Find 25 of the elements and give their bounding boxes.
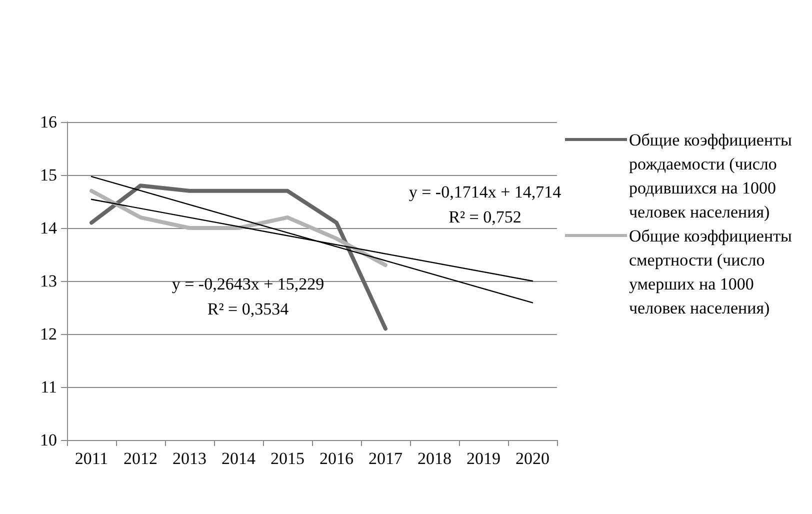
x-tick-label: 2012	[124, 449, 158, 468]
line-series	[90, 184, 388, 331]
x-tick-label: 2013	[172, 449, 206, 468]
x-tick-label: 2018	[418, 449, 452, 468]
annotation: R² = 0,3534	[207, 300, 290, 318]
x-tick-label: 2011	[74, 449, 108, 468]
x-tick-label: 2020	[516, 449, 550, 468]
x-tick-label: 2017	[368, 449, 403, 468]
y-tick-label: 13	[40, 272, 57, 290]
annotation: R² = 0,752	[448, 208, 522, 226]
y-tick-label: 10	[40, 430, 57, 450]
y-tick-label: 15	[40, 166, 57, 184]
annotation: y = -0,1714x + 14,714	[408, 182, 562, 202]
y-tick-label: 14	[40, 218, 58, 238]
y-tick-label: 11	[40, 378, 57, 396]
x-tick-label: 2016	[320, 449, 354, 468]
y-tick-label: 16	[40, 112, 57, 132]
x-tick-label: 2019	[466, 449, 500, 468]
legend-label: Общие коэффициенты смертности (число умерших на 1000 человек населения)	[629, 226, 793, 318]
line-series	[90, 188, 388, 268]
y-tick-label: 12	[40, 324, 57, 344]
x-tick-label: 2014	[222, 449, 256, 468]
annotation: y = -0,2643x + 15,229	[172, 274, 324, 294]
legend-label: Общие коэффициенты рождаемости (число родившихся на 1000 человек населения)	[629, 130, 793, 222]
x-tick-label: 2015	[270, 449, 304, 468]
